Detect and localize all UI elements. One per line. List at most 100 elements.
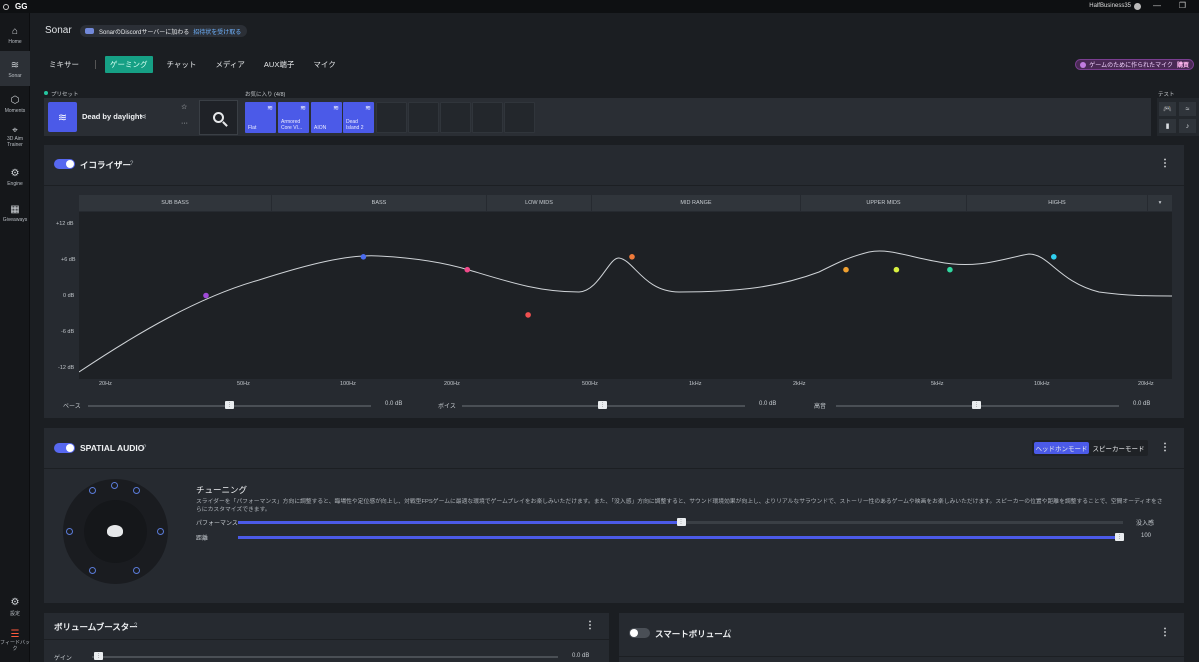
sidebar-item-sonar[interactable]: ≋ Sonar [0, 51, 30, 86]
mic-promo-text: ゲームのために作られたマイク [1089, 63, 1173, 69]
voice-slider-handle[interactable]: ⋮ [598, 401, 607, 409]
bass-slider-handle[interactable]: ⋮ [225, 401, 234, 409]
favorite-preset-flat[interactable]: ≋ Flat [245, 102, 276, 133]
discord-invite-link[interactable]: 招待状を受け取る [193, 29, 242, 36]
eq-band-point[interactable] [360, 254, 367, 260]
test-chat-icon[interactable]: ≈ [1179, 102, 1196, 116]
sidebar-item-label: 設定 [9, 611, 20, 617]
favorite-preset-armored-core[interactable]: ≋ Armored Core VI... [278, 102, 309, 133]
eq-band-point[interactable] [203, 292, 209, 299]
favorite-slot-empty[interactable] [408, 102, 439, 133]
speaker-handle[interactable] [133, 487, 140, 494]
eq-band-point[interactable] [843, 266, 849, 273]
band-dropdown-icon[interactable]: ▾ [1158, 200, 1162, 206]
preset-search-button[interactable] [199, 100, 238, 135]
favorite-slot-empty[interactable] [472, 102, 503, 133]
favorite-label: Flat [248, 125, 257, 131]
eq-band-point[interactable] [525, 312, 531, 318]
sidebar-item-3d-aim-trainer[interactable]: ⌖ 3D Aim Trainer [0, 126, 30, 158]
favorite-slot-empty[interactable] [440, 102, 471, 133]
spatial-audio-title: SPATIAL AUDIO [80, 443, 145, 453]
favorite-preset-aion[interactable]: ≋ AION [311, 102, 342, 133]
speaker-handle[interactable] [157, 528, 164, 535]
tab-gaming[interactable]: ゲーミング [105, 56, 153, 73]
x-label: 100Hz [340, 381, 356, 387]
sidebar-item-feedback[interactable]: ☰ フィードバック [0, 630, 30, 660]
tuning-slider-handle[interactable]: ⋮ [676, 518, 686, 526]
page-title: Sonar [45, 25, 72, 36]
gain-slider-handle[interactable]: ⋮ [94, 652, 103, 660]
gear-icon: ⚙ [10, 597, 20, 608]
username[interactable]: HalfBusiness35 [1089, 3, 1131, 9]
mic-promo-banner[interactable]: ゲームのために作られたマイク 購買 [1075, 59, 1194, 70]
treble-slider-handle[interactable]: ⋮ [972, 401, 981, 409]
equalizer-help-icon[interactable]: ? [130, 161, 134, 167]
mic-icon [1080, 61, 1087, 68]
volume-booster-help-icon[interactable]: ? [134, 623, 138, 629]
spatial-audio-toggle[interactable] [54, 443, 75, 453]
tab-mixer[interactable]: ミキサー [49, 60, 79, 69]
immersion-label: 没入感 [1136, 521, 1155, 527]
speaker-handle[interactable] [111, 482, 118, 489]
sidebar-item-giveaways[interactable]: ▦ Giveaways [0, 204, 30, 226]
favorite-label: Armored Core VI... [281, 119, 303, 131]
headphone-mode-button[interactable]: ヘッドホンモード [1034, 442, 1089, 454]
x-label: 20Hz [99, 381, 112, 387]
spatial-audio-help-icon[interactable]: ? [143, 445, 147, 451]
treble-slider-label: 高音 [814, 404, 827, 410]
tuning-description: スライダーを「パフォーマンス」方向に調整すると、臨場性や定位感が向上し、対戦型F… [196, 499, 1163, 513]
share-icon[interactable]: ⋖ [140, 112, 147, 121]
gain-slider[interactable] [92, 656, 558, 658]
favorite-preset-dead-island[interactable]: ≋ Dead Island 2 [343, 102, 374, 133]
favorite-slot-empty[interactable] [504, 102, 535, 133]
sidebar-item-label: Moments [4, 108, 26, 114]
smart-volume-menu-icon[interactable]: ⋮ [1160, 627, 1170, 638]
eq-band-point[interactable] [464, 266, 471, 273]
eq-band-point[interactable] [1051, 254, 1057, 260]
sidebar-item-home[interactable]: ⌂ Home [0, 23, 30, 53]
speaker-mode-button[interactable]: スピーカーモード [1092, 446, 1145, 453]
restore-button[interactable]: ❐ [1178, 1, 1186, 10]
tab-media[interactable]: メディア [215, 60, 245, 69]
speaker-handle[interactable] [89, 487, 96, 494]
volume-booster-menu-icon[interactable]: ⋮ [585, 620, 595, 631]
speaker-handle[interactable] [66, 528, 73, 535]
eq-band-point[interactable] [629, 254, 635, 260]
mic-promo-buy[interactable]: 購買 [1176, 63, 1189, 69]
sidebar-item-engine[interactable]: ⚙ Engine [0, 168, 30, 190]
favorite-slot-empty[interactable] [376, 102, 407, 133]
app-logo: GG [15, 2, 28, 11]
eq-band-point[interactable] [893, 266, 900, 273]
speaker-handle[interactable] [89, 567, 96, 574]
distance-slider-handle[interactable]: ⋮ [1115, 533, 1124, 541]
eq-curve-svg [78, 250, 1173, 373]
tab-mic[interactable]: マイク [313, 60, 336, 69]
spatial-audio-menu-icon[interactable]: ⋮ [1160, 442, 1170, 453]
volume-booster-title: ボリュームブースター [54, 622, 138, 632]
more-options-icon[interactable]: ··· [181, 120, 188, 127]
test-game-icon[interactable]: 🎮 [1159, 102, 1176, 116]
equalizer-toggle[interactable] [54, 159, 75, 169]
test-media-icon[interactable]: ▮ [1159, 119, 1176, 133]
smart-volume-header [619, 613, 1184, 657]
eq-graph[interactable] [78, 212, 1173, 379]
preset-name[interactable]: Dead by daylight [82, 112, 143, 121]
sidebar-item-moments[interactable]: ⬡ Moments [0, 95, 30, 117]
preset-icon[interactable]: ≋ [48, 102, 77, 132]
smart-volume-toggle[interactable] [629, 628, 650, 638]
eq-band-point[interactable] [947, 266, 953, 273]
speaker-handle[interactable] [133, 567, 140, 574]
spatial-audio-panel [44, 428, 1184, 603]
minimize-button[interactable]: — [1153, 1, 1161, 10]
avatar[interactable] [1134, 3, 1141, 10]
star-icon[interactable]: ☆ [181, 104, 188, 111]
equalizer-menu-icon[interactable]: ⋮ [1160, 158, 1170, 169]
test-aux-icon[interactable]: ♪ [1179, 119, 1196, 133]
tab-aux[interactable]: AUX端子 [263, 60, 295, 69]
eq-band-header: SUB BASS BASS LOW MIDS MID RANGE UPPER M… [79, 195, 1172, 211]
tab-chat[interactable]: チャット [166, 60, 197, 69]
sidebar-item-settings[interactable]: ⚙ 設定 [0, 597, 30, 619]
smart-volume-help-icon[interactable]: ? [728, 630, 732, 636]
discord-banner[interactable]: SonarのDiscordサーバーに加わる 招待状を受け取る [80, 25, 248, 37]
equalizer-header [44, 145, 1184, 186]
